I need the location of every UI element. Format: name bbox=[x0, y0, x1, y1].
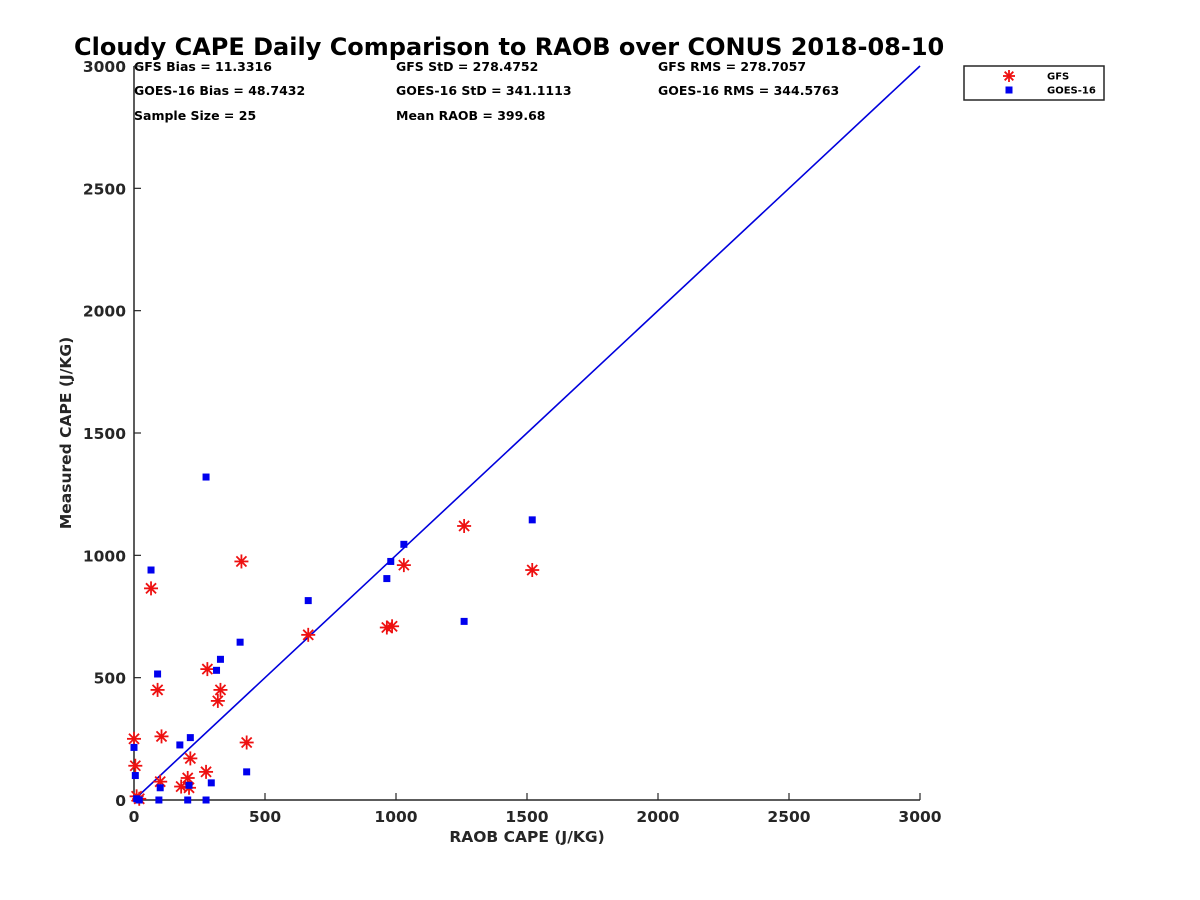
legend-label: GOES-16 bbox=[1047, 86, 1096, 97]
asterisk-stroke bbox=[214, 684, 227, 696]
goes16-point bbox=[304, 597, 312, 605]
goes16-point bbox=[528, 516, 536, 524]
x-tick-label: 0 bbox=[129, 808, 140, 826]
x-axis-label: RAOB CAPE (J/KG) bbox=[449, 828, 604, 846]
asterisk-stroke bbox=[212, 695, 224, 707]
asterisk-stroke bbox=[151, 684, 164, 696]
stat-text: GOES-16 Bias = 48.7432 bbox=[134, 83, 305, 98]
gfs-point bbox=[210, 693, 225, 708]
gfs-point bbox=[396, 558, 411, 573]
goes16-point bbox=[216, 655, 224, 663]
goes16-point bbox=[400, 540, 408, 548]
goes16-point bbox=[202, 473, 210, 481]
y-tick-label: 2500 bbox=[83, 180, 126, 198]
axes: 0 500 1000 1500 2000 2500 3000 0 500 1000 1500 2000… bbox=[83, 58, 942, 826]
x-tick-label: 1500 bbox=[505, 808, 548, 826]
gfs-point bbox=[525, 563, 540, 578]
goes16-point bbox=[131, 772, 139, 780]
y-tick-label: 2000 bbox=[83, 303, 126, 321]
series-goes-16 bbox=[130, 473, 536, 804]
y-tick-label: 1500 bbox=[83, 425, 126, 443]
goes16-point bbox=[130, 743, 138, 751]
reference-line-group bbox=[133, 65, 921, 801]
legend-gfs-marker bbox=[1003, 70, 1015, 82]
asterisk-stroke bbox=[235, 555, 248, 568]
x-tick-label: 2000 bbox=[636, 808, 679, 826]
asterisk-stroke bbox=[458, 520, 470, 532]
series-gfs bbox=[127, 518, 540, 806]
y-tick-label: 0 bbox=[115, 792, 126, 810]
x-tick-label: 500 bbox=[249, 808, 282, 826]
asterisk-stroke bbox=[155, 730, 168, 743]
gfs-point bbox=[154, 729, 169, 744]
data-points bbox=[127, 473, 540, 806]
stats-panel: GFS Bias = 11.3316 GFS StD = 278.4752 GFS … bbox=[134, 59, 839, 123]
goes16-point bbox=[202, 796, 210, 804]
legend: GFS GOES-16 bbox=[963, 65, 1105, 101]
goes16-point bbox=[154, 670, 162, 678]
gfs-point bbox=[128, 758, 143, 773]
asterisk-stroke bbox=[182, 772, 194, 784]
asterisk-stroke bbox=[184, 752, 197, 765]
gfs-point bbox=[150, 682, 165, 697]
gfs-point bbox=[200, 662, 215, 677]
gfs-point bbox=[234, 554, 249, 569]
gfs-point bbox=[457, 518, 472, 533]
asterisk-stroke bbox=[386, 620, 398, 632]
goes16-point bbox=[184, 796, 192, 804]
legend-label: GFS bbox=[1047, 72, 1069, 83]
x-tick-label: 2500 bbox=[767, 808, 810, 826]
gfs-point bbox=[385, 619, 400, 634]
gfs-point bbox=[127, 731, 141, 746]
gfs-point bbox=[301, 627, 316, 642]
goes16-point bbox=[176, 741, 184, 749]
asterisk-stroke bbox=[398, 559, 410, 571]
asterisk-stroke bbox=[128, 733, 140, 745]
goes16-point bbox=[156, 784, 164, 792]
asterisk-stroke bbox=[201, 663, 214, 675]
asterisk-stroke bbox=[145, 582, 157, 595]
asterisk-stroke bbox=[129, 760, 141, 772]
legend-box bbox=[963, 65, 1105, 101]
chart-title: Cloudy CAPE Daily Comparison to RAOB ove… bbox=[74, 33, 944, 61]
goes16-point bbox=[186, 734, 194, 742]
goes16-point bbox=[147, 566, 155, 574]
x-tick-label: 3000 bbox=[898, 808, 941, 826]
asterisk-stroke bbox=[302, 629, 314, 641]
stat-text: GFS RMS = 278.7057 bbox=[658, 59, 806, 74]
gfs-point bbox=[183, 751, 198, 766]
goes16-point bbox=[135, 796, 143, 804]
gfs-point bbox=[239, 735, 254, 750]
y-axis-label: Measured CAPE (J/KG) bbox=[57, 337, 75, 529]
goes16-point bbox=[383, 575, 391, 583]
asterisk-stroke bbox=[526, 564, 538, 576]
stat-text: Mean RAOB = 399.68 bbox=[396, 108, 545, 123]
asterisk-stroke bbox=[1004, 71, 1014, 81]
asterisk-stroke bbox=[200, 766, 212, 778]
one-to-one-line bbox=[133, 65, 921, 801]
stat-text: Sample Size = 25 bbox=[134, 108, 256, 123]
y-tick-label: 3000 bbox=[83, 58, 126, 76]
goes16-point bbox=[243, 768, 251, 776]
stat-text: GFS StD = 278.4752 bbox=[396, 59, 538, 74]
gfs-point bbox=[213, 682, 228, 697]
goes16-point bbox=[213, 666, 221, 674]
goes16-point bbox=[185, 781, 193, 789]
goes16-point bbox=[460, 617, 468, 625]
gfs-point bbox=[199, 764, 214, 779]
asterisk-stroke bbox=[240, 736, 253, 749]
goes16-point bbox=[155, 796, 163, 804]
goes16-point bbox=[207, 779, 215, 787]
goes16-point bbox=[387, 557, 395, 565]
x-tick-label: 1000 bbox=[374, 808, 417, 826]
stat-text: GOES-16 RMS = 344.5763 bbox=[658, 83, 839, 98]
y-tick-label: 500 bbox=[94, 670, 127, 688]
gfs-point bbox=[144, 581, 159, 596]
stat-text: GOES-16 StD = 341.1113 bbox=[396, 83, 572, 98]
stat-text: GFS Bias = 11.3316 bbox=[134, 59, 272, 74]
y-tick-label: 1000 bbox=[83, 547, 126, 565]
legend-goes16-marker bbox=[1005, 86, 1013, 94]
goes16-point bbox=[236, 638, 244, 646]
